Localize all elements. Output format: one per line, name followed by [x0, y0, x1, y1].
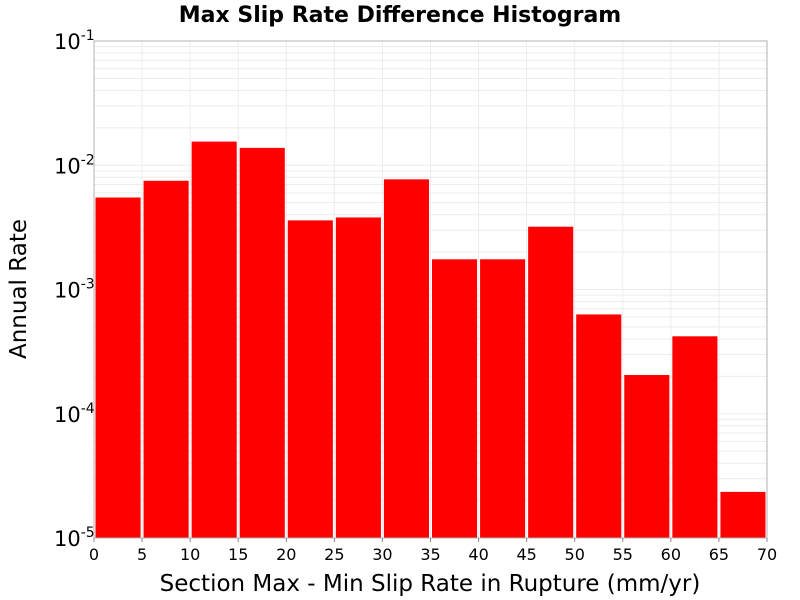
y-tick-label: 10-5	[54, 525, 95, 551]
bar-13	[720, 491, 766, 538]
x-tick-label: 40	[468, 545, 488, 564]
bar-7	[432, 259, 478, 538]
bar-10	[576, 314, 622, 538]
y-axis-label: Annual Rate	[6, 219, 32, 359]
y-tick-label: 10-1	[54, 28, 95, 54]
x-tick-label: 0	[89, 545, 99, 564]
bar-9	[528, 226, 574, 539]
bar-11	[624, 375, 670, 538]
x-tick-label: 30	[372, 545, 392, 564]
x-tick-label: 15	[228, 545, 248, 564]
x-tick-label: 25	[324, 545, 344, 564]
y-tick-label: 10-3	[54, 277, 95, 303]
bars	[95, 141, 766, 539]
x-axis-label: Section Max - Min Slip Rate in Rupture (…	[160, 571, 701, 597]
bar-3	[239, 147, 285, 538]
x-tick-label: 35	[420, 545, 440, 564]
x-tick-label: 50	[565, 545, 585, 564]
bar-2	[191, 141, 237, 538]
bar-4	[287, 220, 333, 539]
bar-12	[672, 336, 718, 538]
y-tick-label: 10-4	[54, 401, 95, 427]
chart-title: Max Slip Rate Difference Histogram	[179, 3, 621, 28]
x-tick-label: 5	[137, 545, 147, 564]
y-tick-label: 10-2	[54, 152, 95, 178]
x-axis-ticks: 0 5 10 15 20 25 30 35 40 45 50 55 60 65 70	[89, 538, 777, 564]
x-tick-label: 10	[180, 545, 200, 564]
x-tick-label: 20	[276, 545, 296, 564]
x-tick-label: 55	[613, 545, 633, 564]
x-tick-label: 60	[661, 545, 681, 564]
x-tick-label: 70	[757, 545, 777, 564]
bar-1	[143, 180, 189, 539]
bar-5	[335, 217, 381, 538]
x-tick-label: 45	[516, 545, 536, 564]
bar-8	[480, 259, 526, 538]
y-axis-ticks: 10-1 10-2 10-3 10-4 10-5	[54, 28, 95, 551]
x-tick-label: 65	[709, 545, 729, 564]
bar-6	[383, 179, 429, 539]
bar-0	[95, 197, 141, 538]
